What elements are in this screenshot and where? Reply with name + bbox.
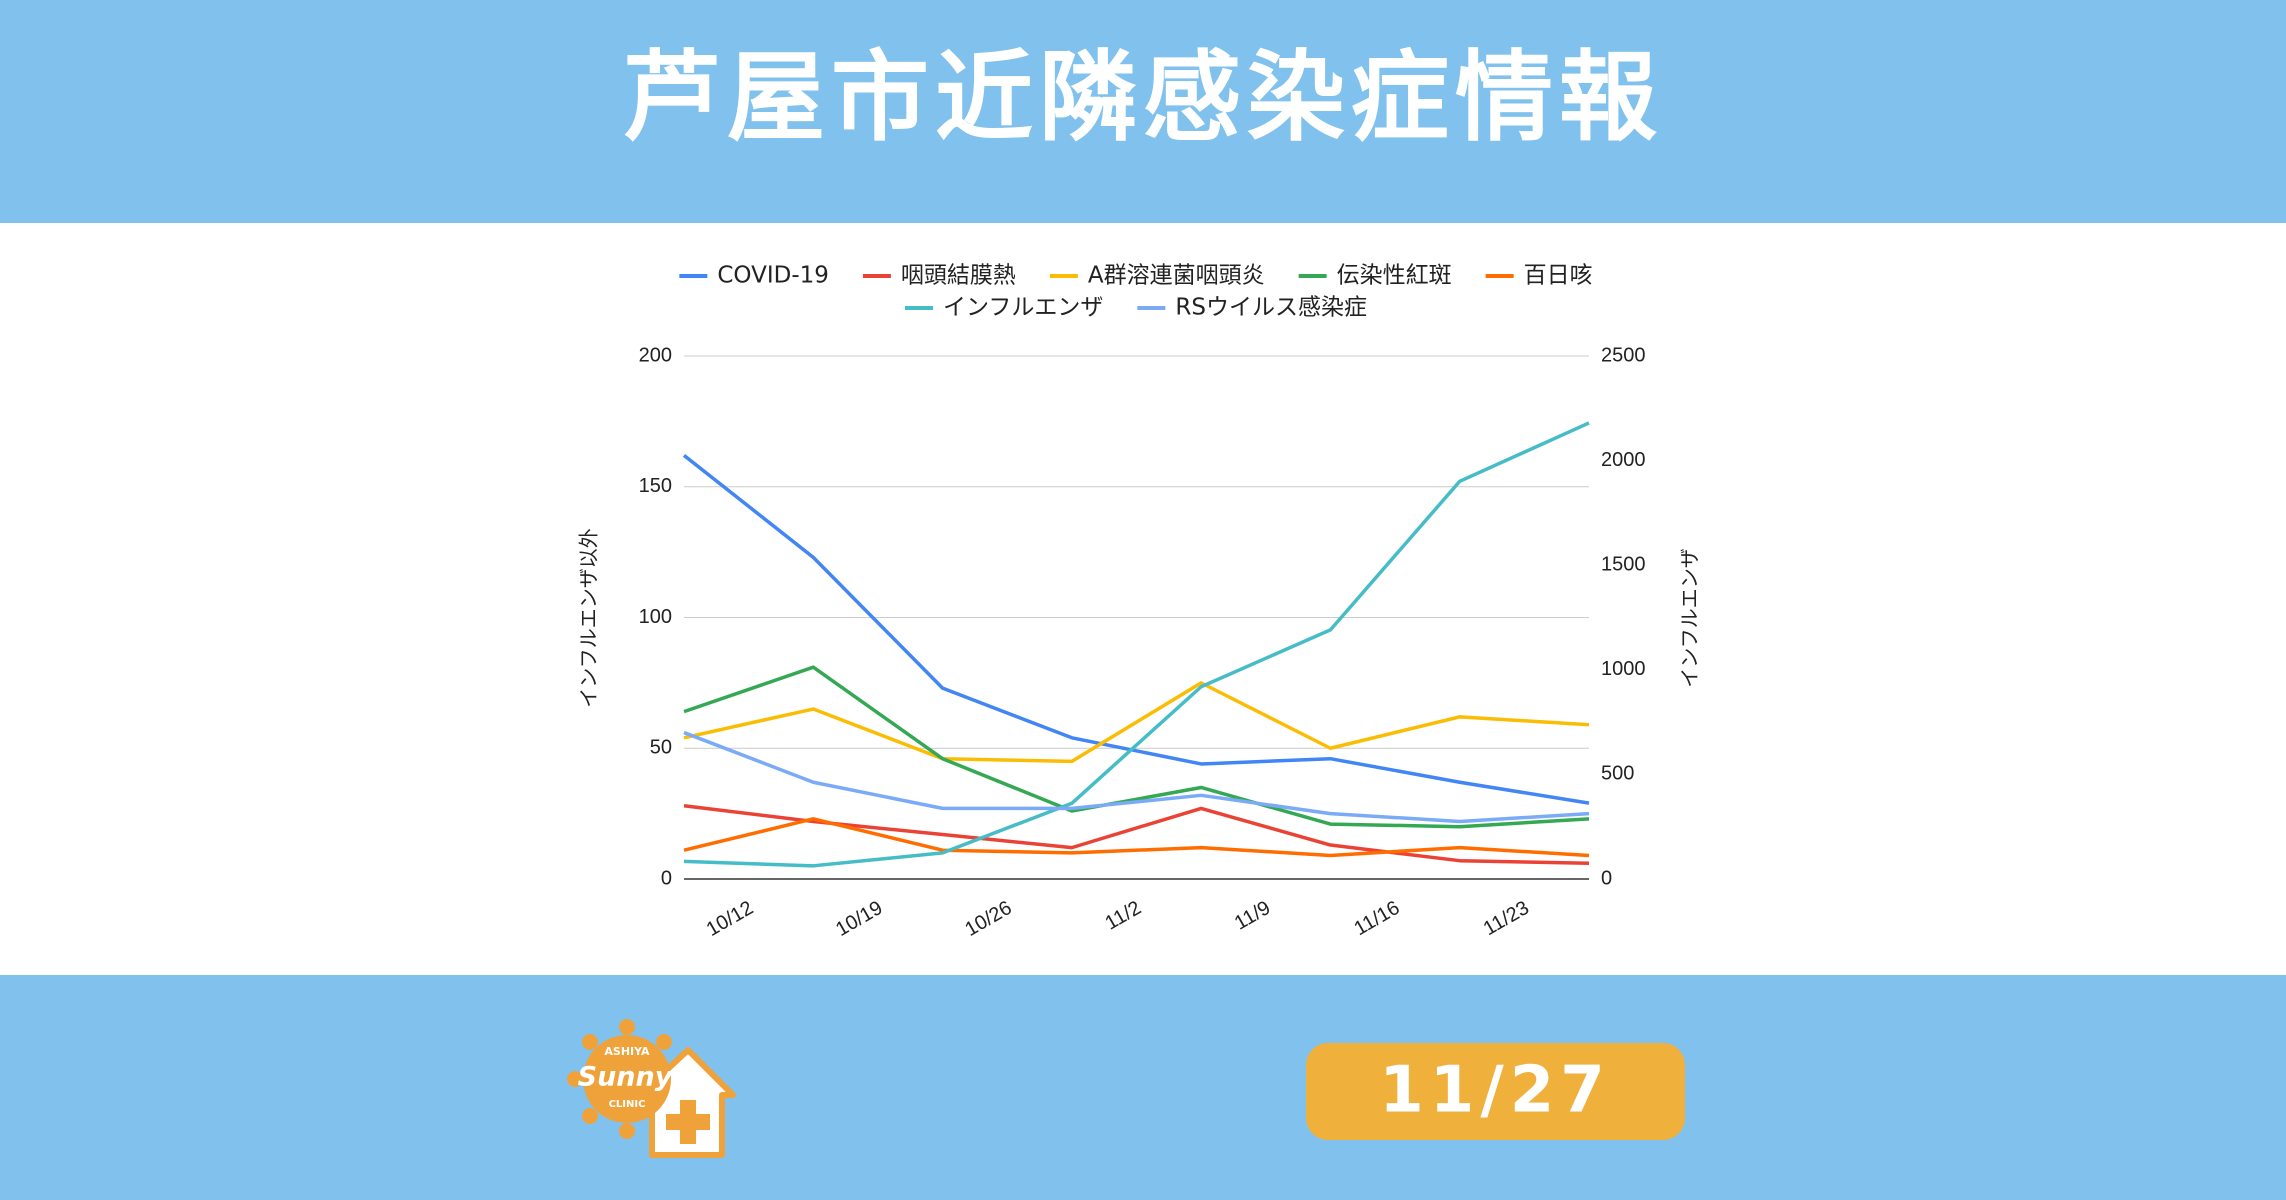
logo-top: ASHIYA [604,1045,650,1058]
y-axis-title: インフルエンザ以外 [577,528,600,707]
y-tick-label: 50 [650,737,672,759]
y-tick-label: 0 [661,867,672,889]
logo: ASHIYA Sunny CLINIC [567,1019,736,1158]
legend-label: COVID-19 [717,263,829,289]
y2-tick-label: 1500 [1601,553,1646,575]
series-line [683,817,1590,858]
y2-tick-label: 500 [1601,763,1634,785]
y2-tick-label: 2000 [1601,449,1646,471]
legend-label: 咽頭結膜熱 [901,263,1016,289]
logo-brand: Sunny [578,1062,674,1093]
legend-label: RSウイルス感染症 [1175,295,1367,321]
legend-label: A群溶連菌咽頭炎 [1088,263,1265,289]
chart-panel [0,223,2286,975]
legend-label: 百日咳 [1524,263,1593,289]
series-line [683,730,1590,824]
y-tick-label: 200 [639,344,672,366]
series-line [683,665,1590,829]
series-line [683,421,1590,868]
y2-tick-label: 0 [1601,867,1612,889]
legend-label: インフルエンザ [943,295,1103,321]
y2-tick-label: 1000 [1601,658,1646,680]
series-line [683,681,1590,764]
logo-bottom: CLINIC [609,1099,646,1110]
header-band [0,0,2286,223]
y2-axis-title: インフルエンザ [1679,548,1701,687]
y-tick-label: 100 [639,606,672,628]
y2-tick-label: 2500 [1601,344,1646,366]
title: 芦屋市近隣感染症情報 [623,41,1663,155]
legend-label: 伝染性紅斑 [1337,263,1452,289]
date: 11/27 [1379,1054,1611,1128]
y-tick-label: 150 [639,475,672,497]
series-line [682,453,1590,805]
footer-band [0,975,2286,1200]
date-badge [1306,1043,1685,1140]
